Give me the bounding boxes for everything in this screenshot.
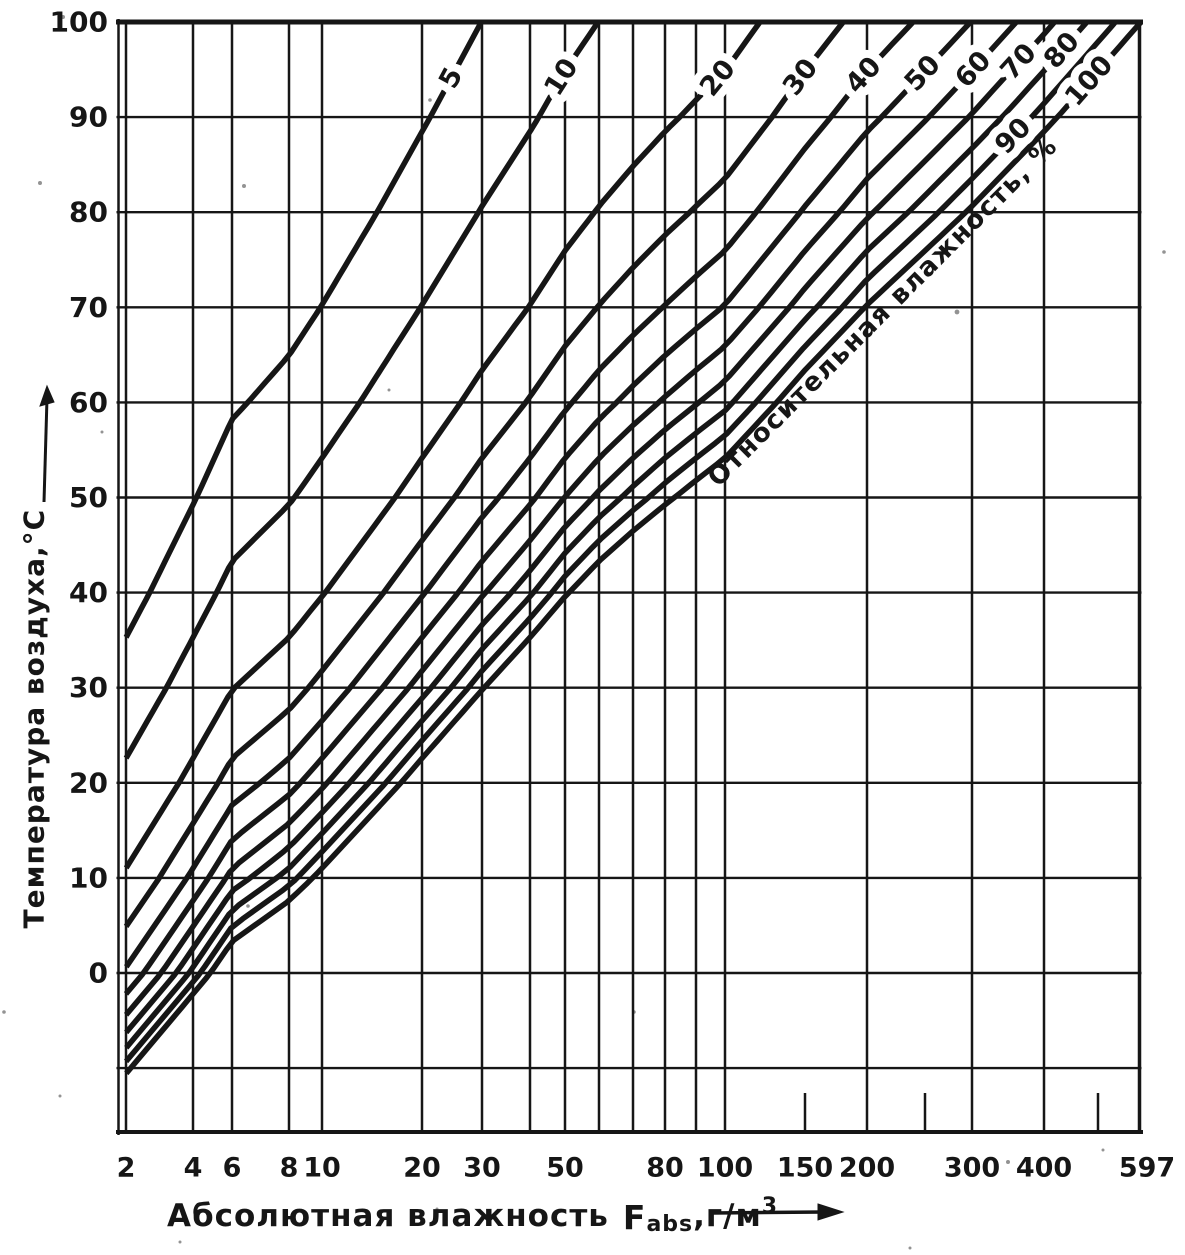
rh-line-5	[123, 20, 484, 639]
rh-line-20	[123, 20, 763, 870]
rh-label-30: 30	[777, 53, 824, 102]
y-tick-label-50: 50	[69, 481, 108, 514]
rh-line-100	[124, 20, 1144, 1076]
y-axis-title: Температура воздуха,°С	[17, 508, 51, 929]
x-tick-label-4: 4	[184, 1153, 203, 1184]
plot-frame	[116, 19, 1143, 1135]
rh-line-80	[124, 20, 1089, 1050]
x-tick-label-2: 2	[117, 1153, 136, 1184]
x-axis-units-superscript: 3	[761, 1194, 779, 1219]
y-tick-label-40: 40	[69, 576, 108, 609]
y-tick-label-0: 0	[89, 957, 108, 990]
x-tick-label-400: 400	[1016, 1153, 1072, 1184]
rh-line-30	[123, 20, 846, 928]
x-tick-label-80: 80	[646, 1153, 684, 1184]
x-tick-label-150: 150	[777, 1153, 833, 1184]
x-axis-symbol-subscript: abs	[646, 1212, 694, 1237]
vertical-gridlines	[191, 22, 1046, 1133]
rh-line-10	[123, 20, 601, 760]
x-tick-label-6: 6	[223, 1153, 242, 1184]
x-axis-units: ,г/м	[693, 1198, 762, 1234]
rh-line-90	[123, 20, 1118, 1064]
x-tick-label-300: 300	[944, 1153, 1000, 1184]
x-tick-label-597: 597	[1119, 1153, 1175, 1184]
y-axis-arrowhead-icon	[39, 384, 55, 407]
y-tick-label-60: 60	[69, 386, 108, 419]
scan-noise-specks	[2, 15, 1166, 1250]
x-tick-label-20: 20	[403, 1153, 441, 1184]
x-axis-title-text: Абсолютная влажность	[167, 1198, 609, 1234]
rh-line-50	[123, 20, 973, 996]
x-axis-arrow-icon	[712, 1210, 825, 1215]
y-tick-label-30: 30	[69, 671, 108, 704]
rh-isolines	[123, 20, 1144, 1076]
rh-label-5: 5	[433, 62, 469, 93]
x-tick-label-10: 10	[303, 1153, 341, 1184]
x-axis-title: Абсолютная влажность F abs ,г/м 3	[167, 1194, 778, 1237]
x-minor-stub-ticks	[803, 1093, 1100, 1133]
x-tick-label-8: 8	[280, 1153, 299, 1184]
rh-line-40	[124, 20, 916, 969]
rh-line-60	[123, 20, 1019, 1017]
x-tick-label-50: 50	[546, 1153, 584, 1184]
horizontal-gridlines	[116, 115, 1142, 1070]
y-tick-label-70: 70	[69, 291, 108, 324]
y-axis-arrow-icon	[42, 397, 49, 503]
x-tick-label-200: 200	[839, 1153, 895, 1184]
axis-arrows	[39, 384, 845, 1221]
y-tick-label-10: 10	[69, 861, 108, 894]
x-tick-label-30: 30	[463, 1153, 501, 1184]
y-tick-label-90: 90	[69, 101, 108, 134]
x-tick-label-100: 100	[697, 1153, 753, 1184]
y-tick-label-80: 80	[69, 196, 108, 229]
y-tick-label-20: 20	[69, 766, 108, 799]
x-axis-symbol: F	[622, 1198, 647, 1237]
rh-line-70	[124, 20, 1057, 1035]
x-axis-arrowhead-icon	[817, 1203, 845, 1221]
rh-label-10: 10	[538, 53, 584, 101]
y-tick-label-100: 100	[50, 6, 108, 39]
x-tick-labels: 2 4 6 8 10 20 30 50 80 100 150 200 300 400 597	[117, 1153, 1176, 1184]
